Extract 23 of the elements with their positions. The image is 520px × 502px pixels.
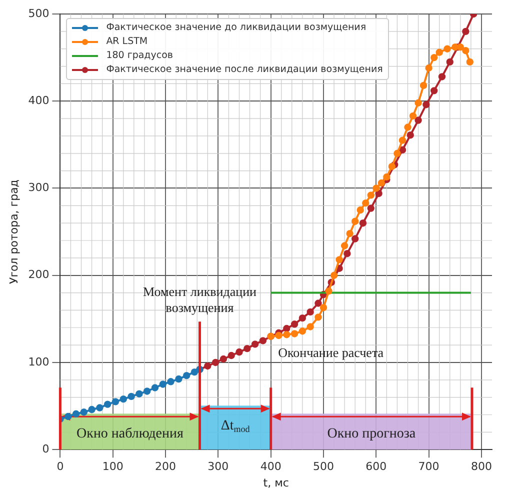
- x-tick-label: 200: [155, 460, 176, 474]
- band-label: Окно прогноза: [327, 426, 416, 442]
- legend-label: 180 градусов: [106, 49, 174, 63]
- x-tick-label: 800: [470, 460, 492, 474]
- x-tick-label: 100: [102, 460, 124, 474]
- legend-label: Фактическое значение после ликвидации возмущения: [106, 63, 383, 77]
- y-tick-label: 0: [42, 442, 50, 456]
- x-tick-label: 0: [56, 460, 64, 474]
- y-tick-label: 200: [28, 268, 50, 282]
- y-tick-label: 100: [28, 355, 50, 368]
- y-tick-label: 300: [28, 181, 50, 194]
- y-axis-title: Угол ротора, град: [7, 179, 20, 284]
- x-axis-title: t, мс: [263, 476, 289, 490]
- band-label: Окно наблюдения: [76, 426, 184, 442]
- y-tick-label: 400: [28, 94, 50, 107]
- x-tick-label: 700: [418, 460, 440, 474]
- legend-label: Фактическое значение до ликвидации возмущения: [106, 21, 366, 35]
- x-tick-label: 400: [260, 460, 282, 474]
- x-tick-label: 500: [312, 460, 334, 474]
- legend-label: AR LSTM: [106, 35, 148, 49]
- y-tick-label: 500: [28, 6, 50, 20]
- x-tick-label: 300: [208, 460, 229, 474]
- x-tick-label: 600: [366, 460, 387, 474]
